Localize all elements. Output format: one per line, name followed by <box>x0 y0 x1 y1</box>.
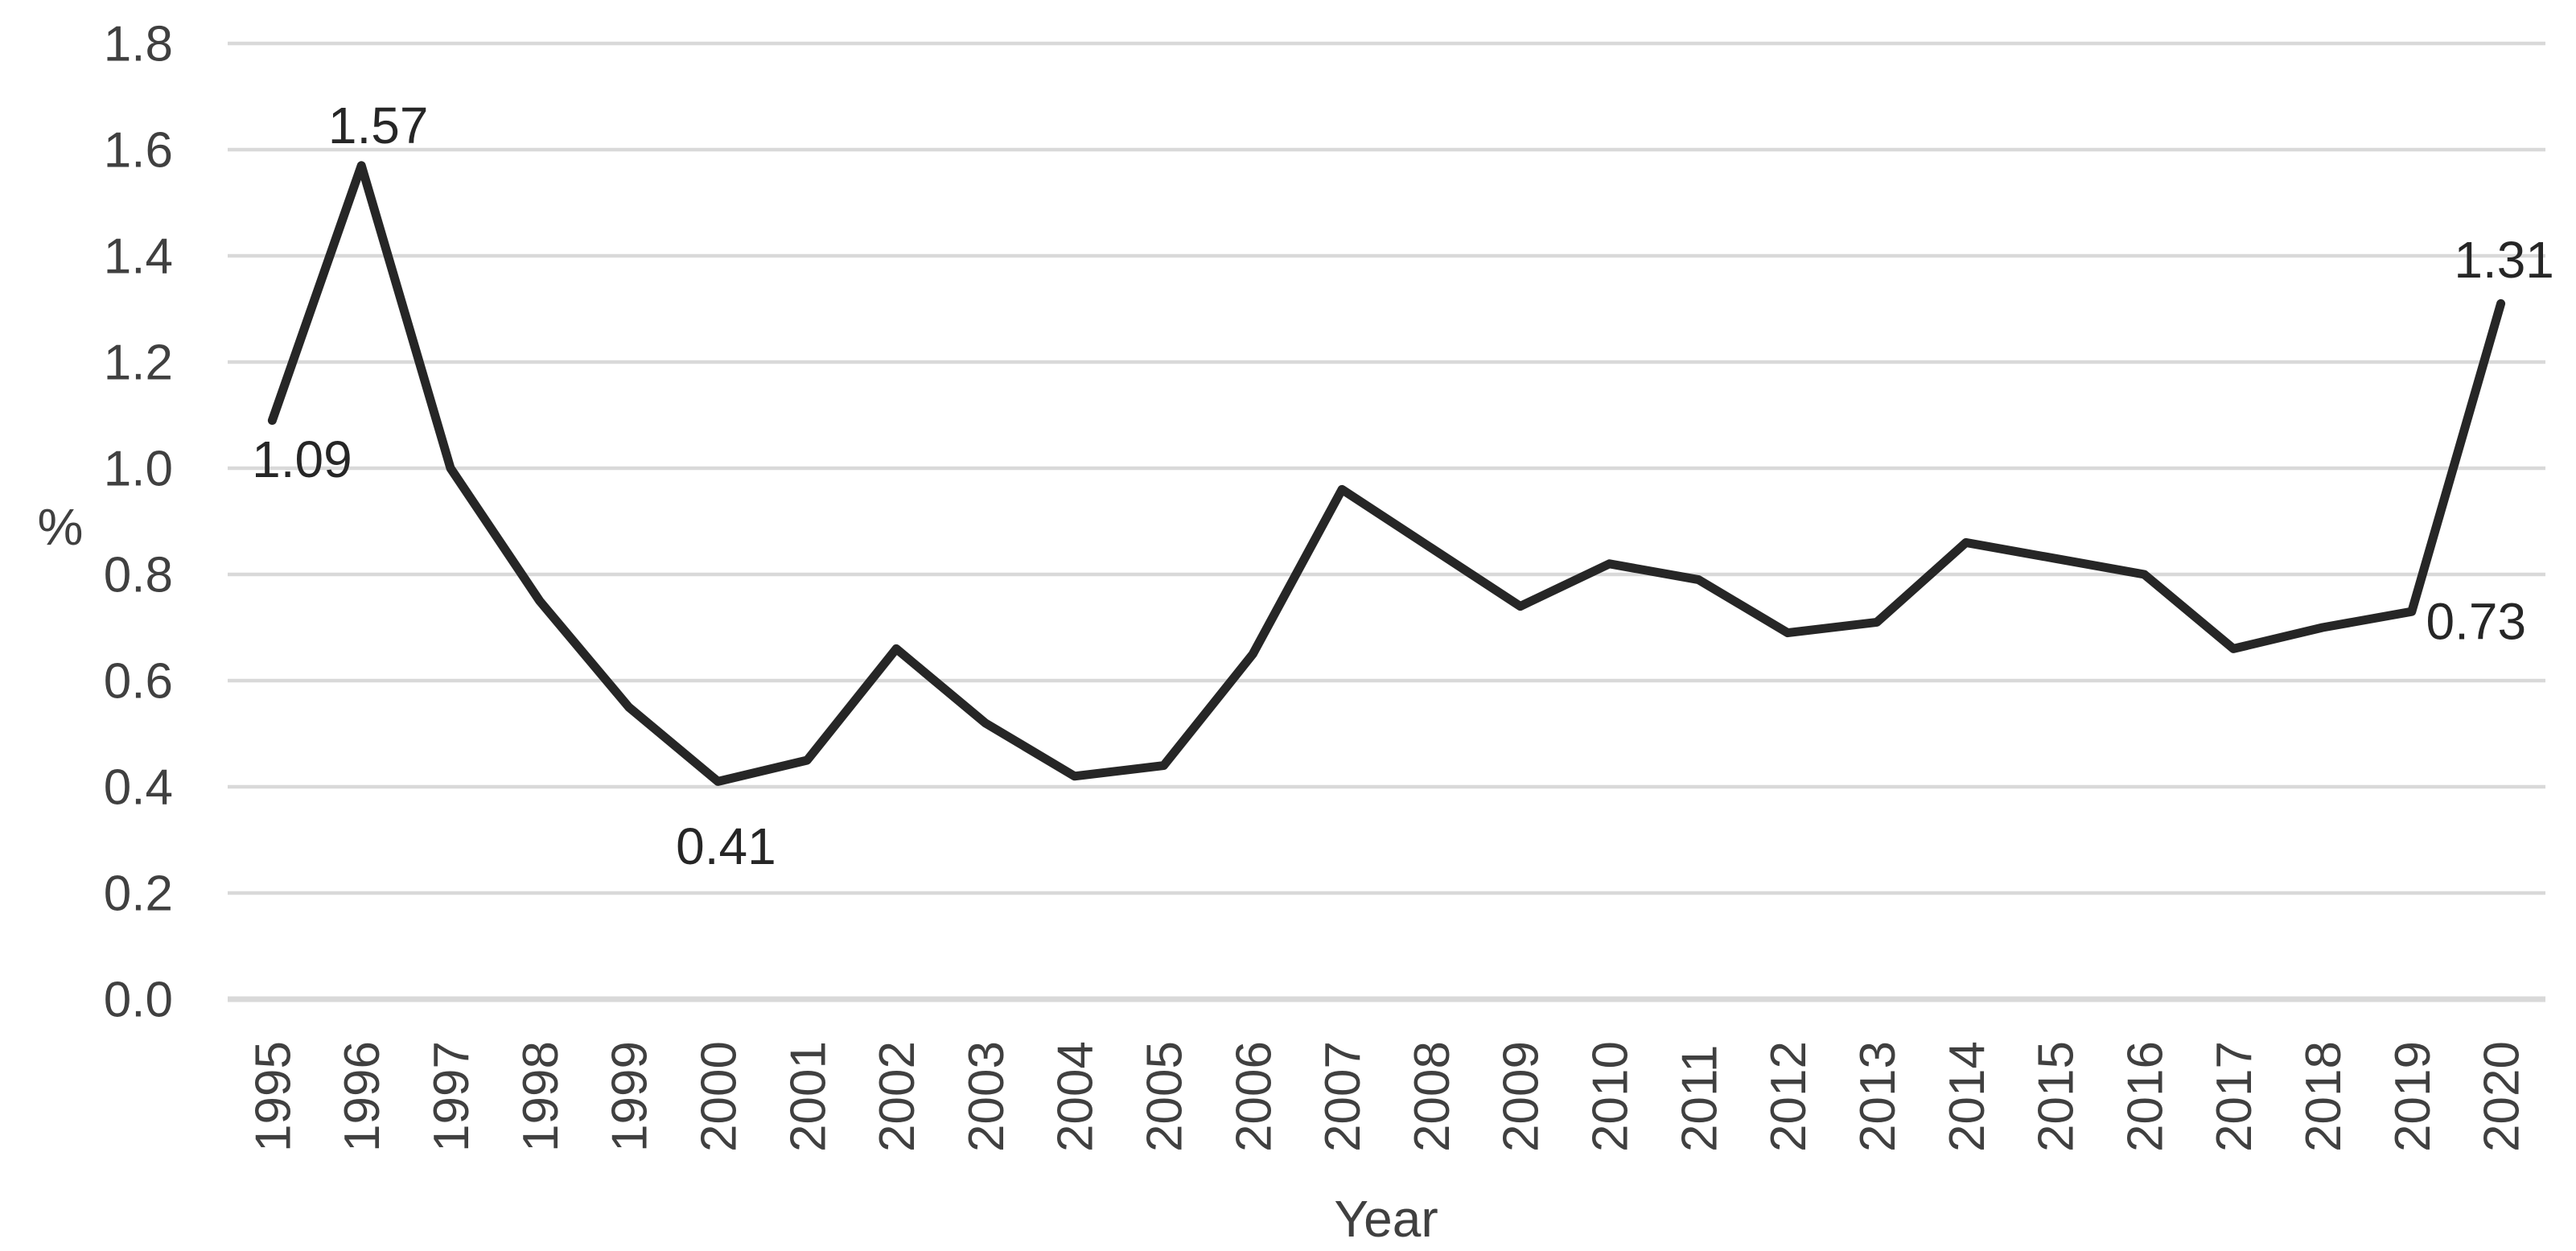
x-tick-label: 1998 <box>513 1041 569 1152</box>
y-tick-label: 0.0 <box>104 973 173 1028</box>
x-tick-label: 2003 <box>959 1041 1014 1152</box>
y-tick-label: 0.6 <box>104 654 173 710</box>
x-tick-label: 2018 <box>2296 1041 2352 1152</box>
x-tick-label: 2011 <box>1672 1045 1727 1152</box>
y-tick-label: 1.6 <box>104 123 173 179</box>
x-tick-label: 2000 <box>691 1041 747 1152</box>
x-tick-label: 2019 <box>2385 1041 2441 1152</box>
data-label: 1.57 <box>328 97 429 154</box>
x-tick-label: 2009 <box>1494 1041 1549 1152</box>
x-tick-label: 2012 <box>1761 1041 1817 1152</box>
x-tick-label: 1999 <box>603 1041 658 1152</box>
y-tick-label: 0.4 <box>104 760 173 816</box>
y-tick-label: 0.2 <box>104 866 173 922</box>
y-axis-title: % <box>37 498 84 556</box>
x-tick-label: 2007 <box>1315 1041 1371 1152</box>
x-tick-label: 2015 <box>2029 1041 2084 1152</box>
y-tick-label: 1.0 <box>104 442 173 497</box>
x-tick-label: 1997 <box>424 1041 479 1152</box>
x-tick-label: 2017 <box>2207 1041 2262 1152</box>
y-tick-label: 1.2 <box>104 335 173 391</box>
series-line <box>267 161 2506 786</box>
x-tick-label: 1996 <box>335 1041 390 1152</box>
x-tick-label: 2008 <box>1405 1041 1460 1152</box>
x-tick-label: 2020 <box>2475 1041 2530 1152</box>
y-tick-label: 0.8 <box>104 548 173 603</box>
data-label: 1.09 <box>252 430 352 488</box>
x-tick-label: 2016 <box>2117 1041 2173 1152</box>
data-label: 0.73 <box>2426 593 2527 651</box>
x-tick-label: 2010 <box>1583 1041 1639 1152</box>
x-tick-label: 2001 <box>780 1041 836 1152</box>
y-tick-label: 1.4 <box>104 229 173 285</box>
x-axis-title: Year <box>1334 1190 1438 1248</box>
x-tick-label: 2013 <box>1850 1041 1906 1152</box>
x-tick-label: 1995 <box>245 1041 301 1152</box>
data-label: 0.41 <box>676 817 776 875</box>
x-tick-label: 2004 <box>1048 1041 1104 1152</box>
x-tick-label: 2002 <box>870 1041 925 1152</box>
y-tick-label: 1.8 <box>104 17 173 72</box>
x-tick-label: 2006 <box>1226 1041 1282 1152</box>
x-tick-label: 2014 <box>1940 1041 1995 1152</box>
data-label: 1.31 <box>2454 231 2554 289</box>
x-tick-label: 2005 <box>1137 1041 1192 1152</box>
